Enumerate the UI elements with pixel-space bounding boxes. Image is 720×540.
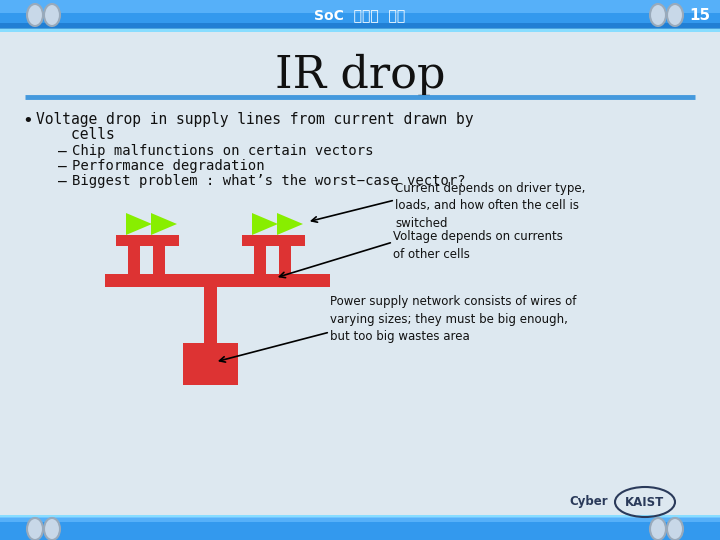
FancyBboxPatch shape [128,244,140,274]
Text: Performance degradation: Performance degradation [72,159,265,173]
FancyBboxPatch shape [0,0,720,29]
Ellipse shape [44,518,60,540]
Text: Biggest problem : what’s the worst−case vector?: Biggest problem : what’s the worst−case … [72,174,466,188]
Text: cells: cells [36,127,114,142]
Ellipse shape [650,4,666,26]
Ellipse shape [650,518,666,540]
Text: Chip malfunctions on certain vectors: Chip malfunctions on certain vectors [72,144,374,158]
Text: KAIST: KAIST [626,496,665,509]
FancyBboxPatch shape [0,0,720,13]
Ellipse shape [667,4,683,26]
Text: Current depends on driver type,
loads, and how often the cell is
switched: Current depends on driver type, loads, a… [395,182,585,230]
Text: –: – [58,174,67,189]
Text: Cyber: Cyber [570,496,608,509]
Text: –: – [58,144,67,159]
FancyBboxPatch shape [105,274,330,287]
FancyBboxPatch shape [242,235,280,246]
FancyBboxPatch shape [116,235,154,246]
FancyBboxPatch shape [267,235,305,246]
Text: Voltage depends on currents
of other cells: Voltage depends on currents of other cel… [393,230,563,260]
FancyBboxPatch shape [0,515,720,518]
Polygon shape [252,213,278,235]
Polygon shape [126,213,152,235]
FancyBboxPatch shape [183,343,238,385]
Text: Power supply network consists of wires of
varying sizes; they must be big enough: Power supply network consists of wires o… [330,295,577,343]
Text: SoC  설계의  검증: SoC 설계의 검증 [315,8,405,22]
Ellipse shape [27,518,43,540]
Text: IR drop: IR drop [275,53,445,97]
Polygon shape [151,213,177,235]
FancyBboxPatch shape [279,244,291,274]
Text: •: • [22,112,32,130]
Text: Voltage drop in supply lines from current drawn by: Voltage drop in supply lines from curren… [36,112,474,127]
FancyBboxPatch shape [153,244,165,274]
Ellipse shape [27,4,43,26]
FancyBboxPatch shape [0,23,720,29]
Text: 15: 15 [690,8,711,23]
Text: –: – [58,159,67,174]
FancyBboxPatch shape [204,287,217,345]
Polygon shape [277,213,303,235]
Ellipse shape [667,518,683,540]
Ellipse shape [44,4,60,26]
FancyBboxPatch shape [0,28,720,32]
FancyBboxPatch shape [141,235,179,246]
FancyBboxPatch shape [0,517,720,522]
FancyBboxPatch shape [0,518,720,540]
FancyBboxPatch shape [254,244,266,274]
